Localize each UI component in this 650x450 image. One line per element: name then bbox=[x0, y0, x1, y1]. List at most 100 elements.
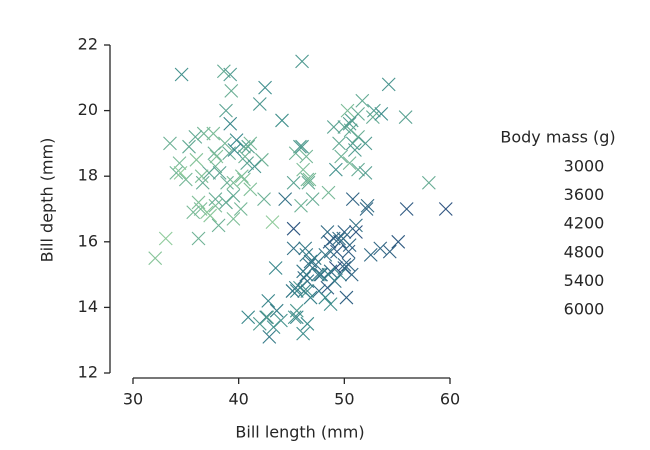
point bbox=[367, 103, 381, 118]
point bbox=[300, 316, 315, 331]
point bbox=[208, 198, 223, 213]
y-tick-label: 22 bbox=[78, 35, 98, 54]
point bbox=[148, 251, 163, 266]
point bbox=[340, 103, 355, 118]
point bbox=[196, 126, 211, 141]
point bbox=[208, 192, 223, 207]
point bbox=[237, 139, 251, 154]
point bbox=[265, 215, 280, 230]
point bbox=[220, 175, 234, 190]
point bbox=[349, 225, 363, 239]
point bbox=[336, 231, 351, 246]
point bbox=[345, 192, 360, 207]
point bbox=[351, 162, 365, 177]
point bbox=[191, 195, 206, 210]
point bbox=[299, 248, 314, 262]
point bbox=[328, 162, 343, 177]
point bbox=[300, 274, 315, 289]
point bbox=[363, 248, 378, 262]
point bbox=[229, 133, 244, 148]
y-tick-label: 18 bbox=[78, 166, 98, 185]
point bbox=[286, 241, 301, 256]
point bbox=[194, 169, 209, 184]
point bbox=[351, 129, 365, 144]
point bbox=[278, 192, 293, 207]
point bbox=[178, 172, 193, 187]
point bbox=[182, 139, 196, 154]
point bbox=[237, 172, 251, 187]
legend-label: 3600 bbox=[564, 185, 605, 204]
point bbox=[240, 156, 255, 170]
y-tick-label: 16 bbox=[78, 231, 98, 250]
point bbox=[337, 257, 352, 272]
point bbox=[289, 303, 304, 318]
point bbox=[188, 129, 203, 144]
point bbox=[294, 198, 308, 213]
point bbox=[359, 202, 374, 216]
point bbox=[322, 234, 337, 249]
legend-label: 4200 bbox=[564, 214, 605, 233]
point bbox=[226, 188, 241, 203]
point bbox=[341, 257, 356, 272]
point bbox=[320, 225, 335, 239]
point bbox=[163, 136, 177, 151]
point bbox=[313, 267, 327, 282]
point bbox=[241, 310, 256, 325]
point bbox=[268, 261, 283, 275]
point bbox=[344, 113, 359, 128]
point bbox=[261, 293, 276, 308]
point bbox=[269, 303, 284, 318]
point bbox=[293, 139, 307, 154]
point bbox=[207, 146, 222, 161]
point bbox=[286, 175, 301, 190]
point bbox=[311, 267, 325, 282]
point bbox=[226, 175, 241, 190]
y-axis-label: Bill depth (mm) bbox=[38, 138, 57, 263]
point bbox=[373, 241, 388, 256]
point bbox=[219, 195, 233, 210]
point bbox=[227, 143, 242, 157]
point bbox=[212, 166, 227, 180]
point bbox=[243, 182, 258, 197]
point bbox=[318, 290, 333, 305]
point bbox=[382, 244, 397, 259]
point bbox=[233, 202, 248, 216]
point bbox=[219, 103, 233, 118]
point bbox=[255, 152, 269, 167]
x-tick-label: 30 bbox=[123, 390, 143, 409]
legend-label: 4800 bbox=[564, 242, 605, 261]
point bbox=[360, 198, 375, 213]
point bbox=[243, 136, 258, 151]
point bbox=[209, 149, 224, 164]
point bbox=[339, 290, 354, 305]
point bbox=[174, 67, 189, 82]
point bbox=[285, 284, 300, 298]
point bbox=[323, 264, 338, 279]
point bbox=[296, 326, 311, 341]
point bbox=[342, 116, 357, 131]
point bbox=[334, 149, 349, 164]
point bbox=[438, 202, 453, 216]
y-tick-label: 20 bbox=[78, 100, 98, 119]
point bbox=[307, 251, 322, 266]
point bbox=[314, 267, 328, 282]
point bbox=[326, 120, 341, 134]
point bbox=[275, 113, 289, 128]
point bbox=[211, 218, 226, 233]
point bbox=[391, 234, 406, 249]
point bbox=[259, 310, 274, 325]
point bbox=[296, 162, 311, 177]
point bbox=[300, 284, 315, 298]
x-tick-label: 40 bbox=[228, 390, 248, 409]
point bbox=[358, 136, 373, 151]
point bbox=[186, 205, 201, 220]
point bbox=[252, 97, 267, 111]
point bbox=[295, 54, 309, 69]
point bbox=[158, 231, 173, 246]
point bbox=[320, 280, 335, 295]
point bbox=[302, 172, 317, 187]
point bbox=[247, 159, 262, 174]
point bbox=[342, 156, 357, 170]
point bbox=[321, 185, 336, 200]
